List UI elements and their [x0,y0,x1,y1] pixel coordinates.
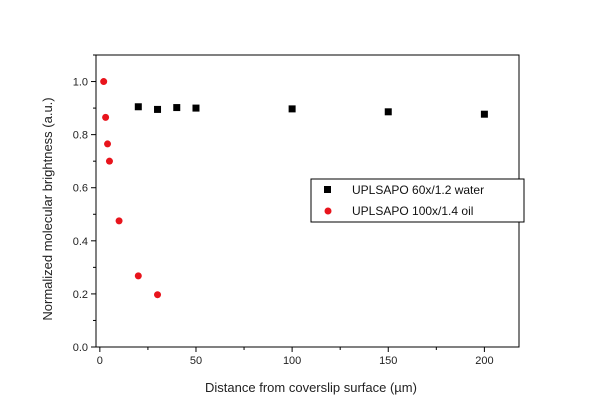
legend-label-oil: UPLSAPO 100x/1.4 oil [352,204,473,218]
data-point-water [288,105,296,113]
data-point-oil [104,140,112,148]
y-tick-label: 0.4 [73,236,88,248]
legend-marker-water [324,186,331,193]
data-point-oil [115,217,123,225]
x-tick-label: 200 [475,355,493,367]
y-tick-label: 1.0 [73,77,88,89]
y-tick-label: 0.6 [73,183,88,195]
data-points [100,78,488,299]
data-point-water [480,110,488,118]
x-tick-label: 150 [379,355,397,367]
data-point-oil [134,272,142,280]
x-axis: 0 50 100 150 200 [97,347,494,367]
legend-label-water: UPLSAPO 60x/1.2 water [352,183,484,197]
data-point-water [134,103,142,111]
x-tick-label: 50 [190,355,202,367]
y-tick-label: 0.8 [73,130,88,142]
data-point-water [384,108,392,116]
x-tick-label: 0 [97,355,103,367]
data-point-oil [100,78,108,86]
y-axis: 0.0 0.2 0.4 0.6 0.8 1.0 [73,54,96,354]
y-axis-title: Normalized molecular brightness (a.u.) [40,97,55,320]
data-point-oil [154,291,162,299]
y-tick-label: 0.0 [73,342,88,354]
data-point-water [154,105,162,113]
data-point-oil [102,113,110,121]
data-point-oil [105,157,113,165]
legend-box [310,178,525,223]
x-axis-title: Distance from coverslip surface (µm) [205,380,417,395]
data-point-water [173,104,181,112]
data-point-water [192,104,200,112]
x-tick-label: 100 [283,355,301,367]
legend: UPLSAPO 60x/1.2 water UPLSAPO 100x/1.4 o… [310,178,525,223]
legend-marker-oil [324,207,332,215]
y-tick-label: 0.2 [73,289,88,301]
